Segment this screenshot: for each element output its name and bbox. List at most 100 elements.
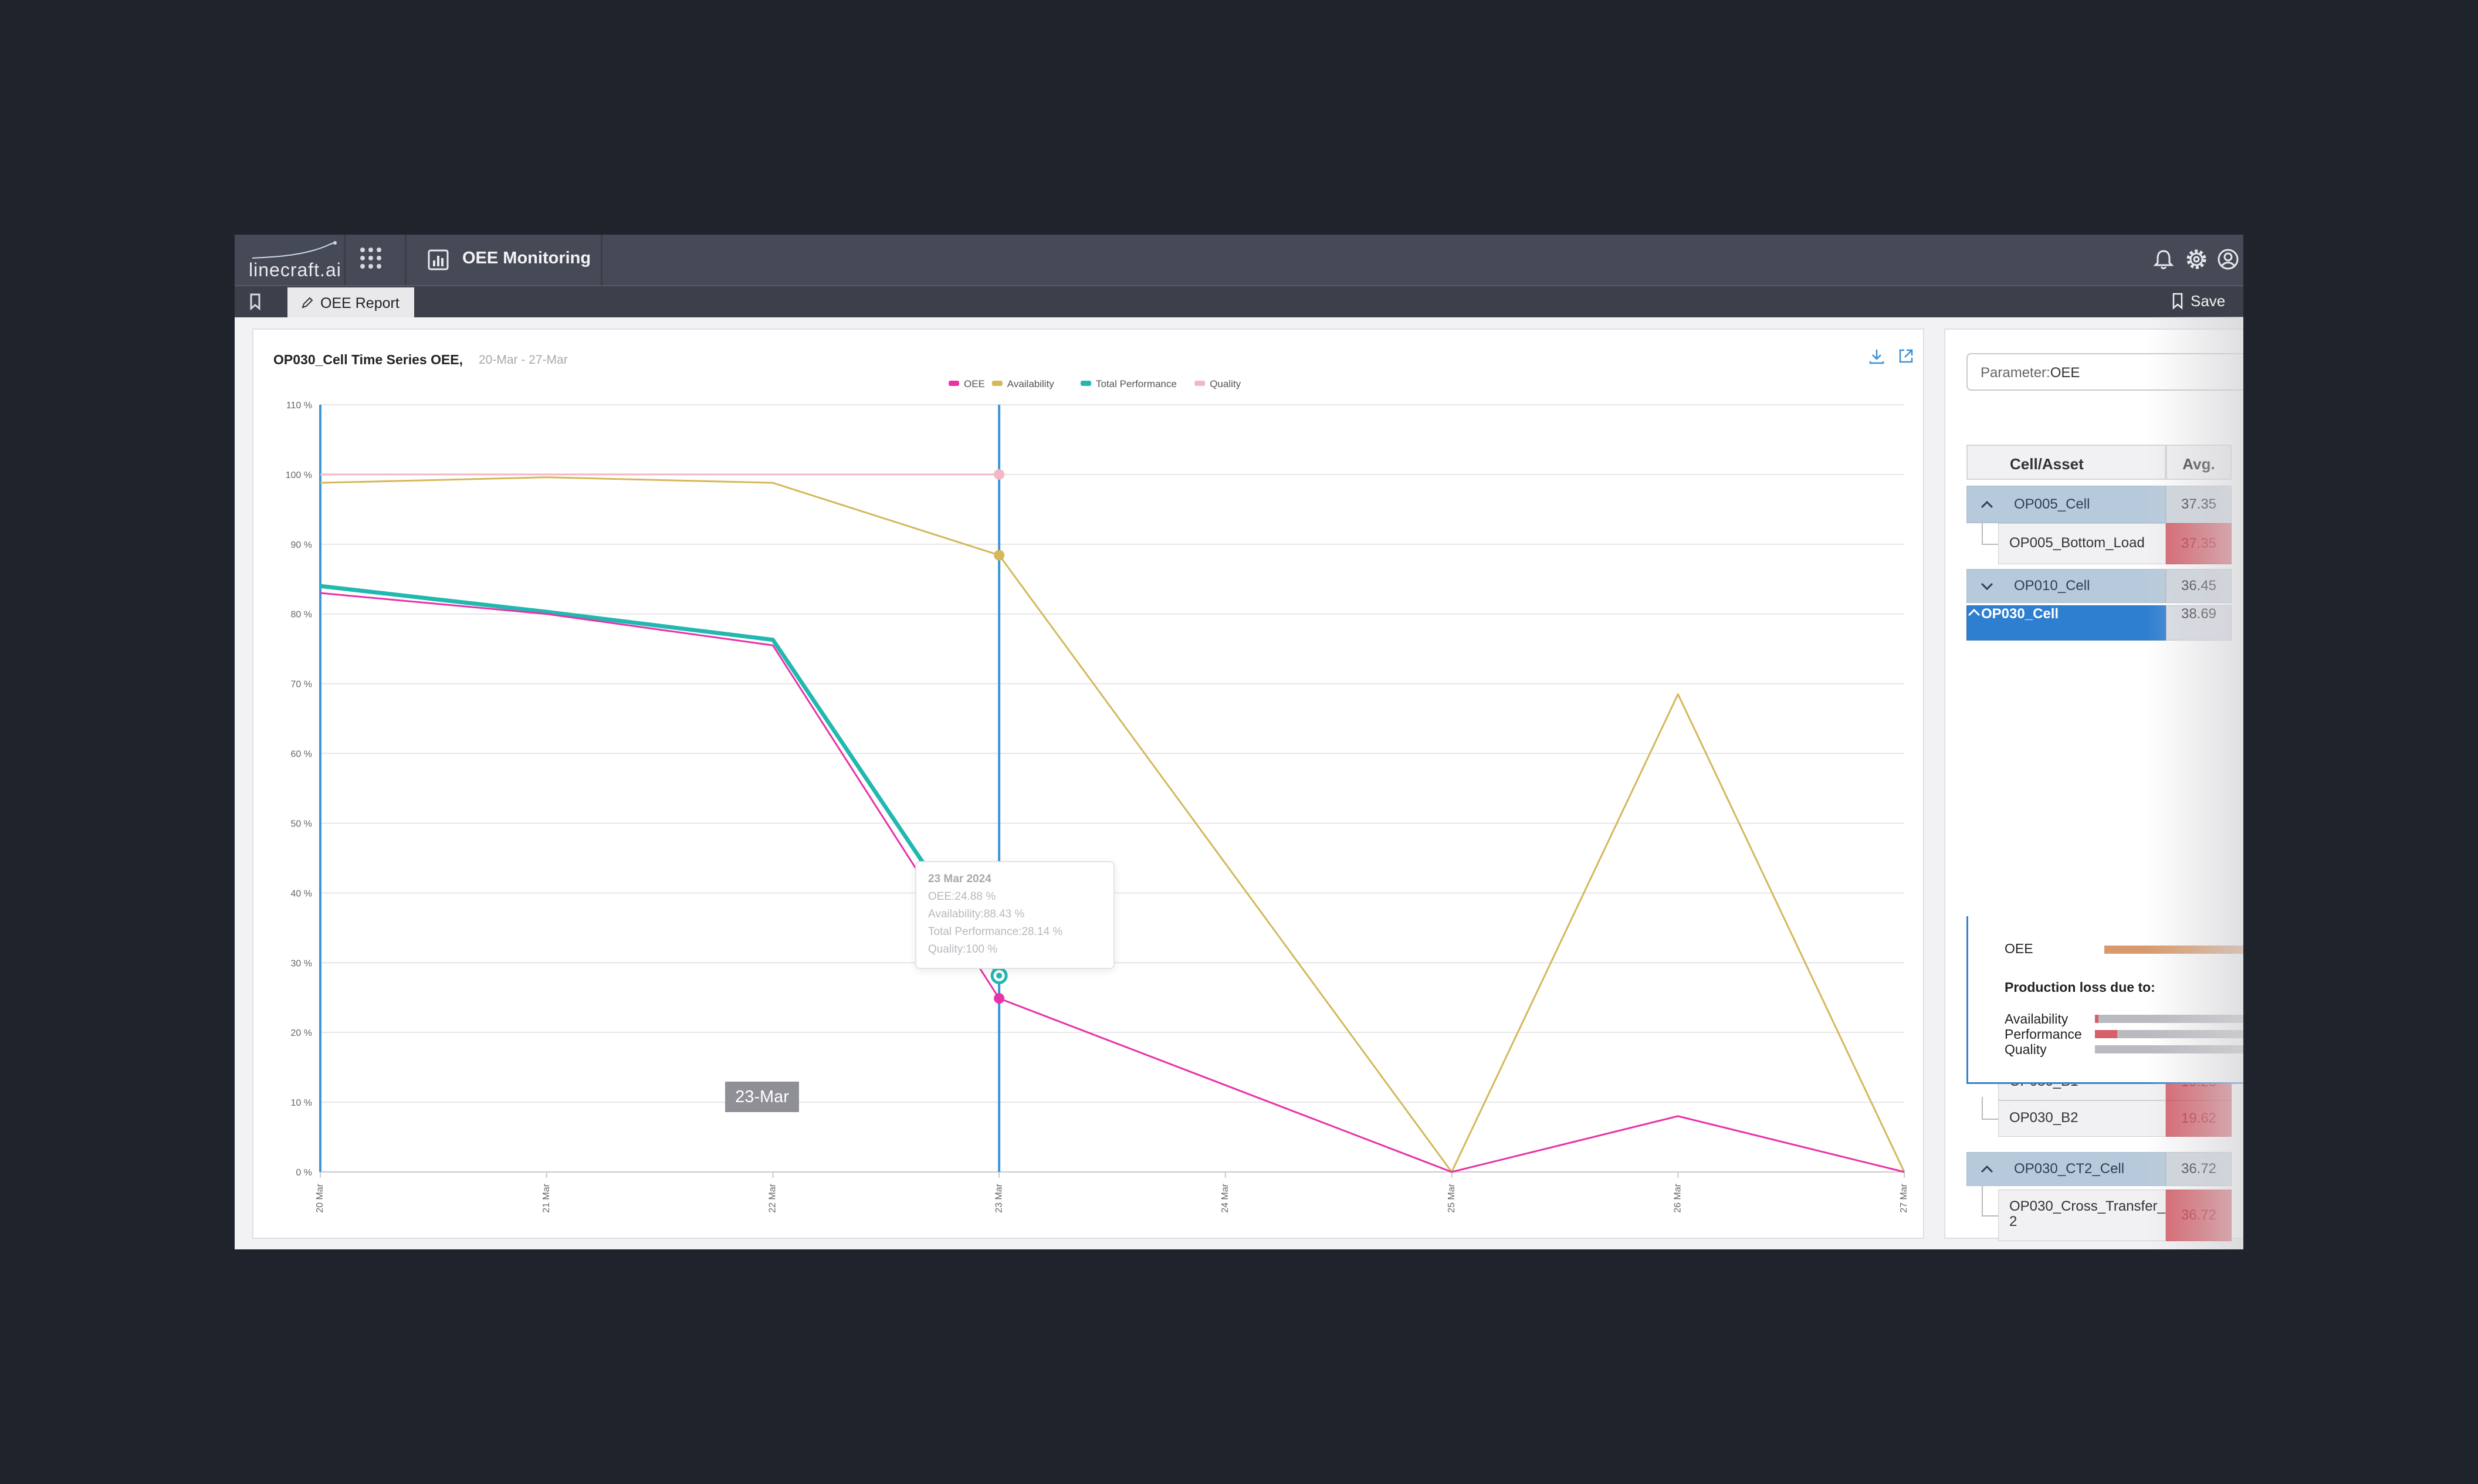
row-avg-value: 37.35 (2181, 536, 2217, 551)
x-tick-label: 23 Mar (994, 1183, 1004, 1212)
y-tick-label: 40 % (291, 889, 312, 899)
y-tick-label: 100 % (286, 470, 312, 480)
row-name: OP030_CT2_Cell (2014, 1161, 2125, 1177)
module-title: OEE Monitoring (462, 249, 591, 267)
row-name: OP030_Cross_Transfer_ 2 (2009, 1198, 2165, 1229)
x-tick-label: 27 Mar (1899, 1183, 1909, 1212)
hover-point-availability (994, 550, 1005, 561)
row-avg: 36.72 (2166, 1152, 2232, 1186)
oee-line-chart[interactable]: 0 % 10 % 20 % 30 % 40 % 50 % 60 % 70 % 80 % 90 % 1… (253, 330, 1923, 1238)
edit-pencil-icon (302, 297, 313, 309)
bookmark-icon[interactable] (246, 292, 264, 311)
chevron-up-icon[interactable] (1980, 499, 1994, 510)
parameter-select[interactable]: Parameter:OEE (1966, 353, 2243, 391)
row-avg-value: 38.69 (2181, 606, 2217, 622)
y-tick-label: 110 % (286, 401, 312, 411)
x-tick-label: 24 Mar (1220, 1183, 1230, 1212)
tooltip-performance: Total Performance:28.14 % (928, 926, 1063, 938)
row-avg: 36.45 (2166, 569, 2232, 603)
row-name: OP005_Bottom_Load (2009, 535, 2145, 551)
y-tick-label: 0 % (296, 1168, 312, 1178)
chevron-up-icon[interactable] (1967, 607, 1981, 618)
loss-availability-bar (2095, 1015, 2243, 1023)
parameter-label: Parameter: (1981, 365, 2050, 381)
hover-date-tag: 23-Mar (725, 1082, 799, 1112)
report-chart-icon (428, 249, 449, 270)
download-icon[interactable] (1867, 346, 1887, 366)
y-tick-label: 30 % (291, 958, 312, 968)
loss-performance-fill (2095, 1030, 2117, 1038)
row-avg: 37.35 (2166, 523, 2232, 564)
column-header-label: Avg. (2182, 455, 2215, 473)
y-tick-label: 10 % (291, 1098, 312, 1108)
legend-label: Availability (1007, 378, 1055, 389)
y-tick-label: 20 % (291, 1028, 312, 1038)
x-tick-label: 22 Mar (768, 1183, 778, 1212)
tree-connector (1982, 1097, 1983, 1119)
legend-label: Total Performance (1096, 378, 1177, 389)
linecraft-logo[interactable]: linecraft.ai (246, 240, 341, 280)
column-header-label: Cell/Asset (2010, 455, 2084, 473)
chevron-up-icon[interactable] (1980, 1163, 1994, 1175)
asset-row[interactable]: OP030_Cross_Transfer_ 2 (1998, 1190, 2166, 1241)
app-window: linecraft.ai OEE Monitoring (235, 235, 2243, 1249)
y-tick-label: 50 % (291, 819, 312, 829)
hover-point-quality (994, 469, 1005, 480)
legend-label: Quality (1210, 378, 1241, 389)
row-avg-value: 36.72 (2181, 1207, 2217, 1223)
y-tick-label: 80 % (291, 610, 312, 620)
row-avg-value: 37.35 (2181, 496, 2217, 512)
row-avg: 19.62 (2166, 1100, 2232, 1137)
row-avg: 37.35 (2166, 486, 2232, 523)
parameter-value: OEE (2050, 365, 2080, 381)
cell-row[interactable]: OP010_Cell (1966, 569, 2166, 603)
tree-connector (1982, 544, 1998, 545)
tab-bar: OEE Report Save (235, 285, 2243, 317)
tooltip-availability: Availability:88.43 % (928, 908, 1025, 920)
chevron-down-icon[interactable] (1980, 580, 1994, 592)
save-label: Save (2191, 292, 2226, 310)
asset-row[interactable]: OP030_B2 (1998, 1100, 2166, 1137)
chart-tooltip: 23 Mar 2024 OEE:24.88 % Availability:88.… (915, 861, 1115, 969)
tab-oee-report[interactable]: OEE Report (287, 287, 414, 317)
series-line-availability (320, 476, 1905, 1173)
oee-detail-panel: OEE Production loss due to: Availability… (1966, 916, 2243, 1084)
notification-bell-icon[interactable] (2151, 246, 2176, 272)
export-icon[interactable] (1896, 346, 1916, 366)
y-tick-label: 70 % (291, 680, 312, 690)
tooltip-date: 23 Mar 2024 (928, 873, 991, 885)
row-avg-value: 36.45 (2181, 578, 2217, 594)
production-loss-title: Production loss due to: (2005, 980, 2155, 995)
top-bar: linecraft.ai OEE Monitoring (235, 235, 2243, 285)
loss-availability-fill (2095, 1015, 2098, 1023)
loss-quality-label: Quality (2005, 1042, 2047, 1057)
loss-performance-label: Performance (2005, 1026, 2082, 1042)
tree-connector (1982, 520, 1983, 544)
x-tick-label: 21 Mar (541, 1183, 551, 1212)
save-button[interactable]: Save (2171, 291, 2235, 312)
x-tick-label: 20 Mar (315, 1183, 325, 1212)
bookmark-save-icon (2172, 293, 2183, 310)
legend-label: OEE (964, 378, 985, 389)
legend-swatch (1194, 381, 1206, 386)
hover-point-core (996, 973, 1003, 979)
apps-grid-icon[interactable] (357, 245, 385, 273)
cell-row[interactable]: OP005_Cell (1966, 486, 2166, 523)
chart-card: OP030_Cell Time Series OEE, 20-Mar - 27-… (252, 328, 1924, 1239)
oee-progress-bar (2104, 946, 2243, 954)
cell-row[interactable]: OP030_Cell (1966, 605, 2166, 641)
legend-swatch (991, 381, 1003, 386)
column-header-cell-asset: Cell/Asset (1966, 445, 2166, 480)
y-tick-label: 60 % (291, 750, 312, 760)
legend-swatch (1081, 381, 1091, 386)
row-avg-value: 36.72 (2181, 1161, 2217, 1177)
user-profile-icon[interactable] (2215, 246, 2241, 272)
row-avg: 38.69 (2166, 605, 2232, 641)
cell-row[interactable]: OP030_CT2_Cell (1966, 1152, 2166, 1186)
gear-icon[interactable] (2184, 246, 2209, 272)
chart-title: OP030_Cell Time Series OEE, (273, 352, 463, 367)
x-tick-label: 26 Mar (1673, 1183, 1683, 1212)
tooltip-quality: Quality:100 % (928, 943, 998, 956)
row-name: OP030_Cell (1981, 606, 2059, 622)
asset-row[interactable]: OP005_Bottom_Load (1998, 523, 2166, 564)
